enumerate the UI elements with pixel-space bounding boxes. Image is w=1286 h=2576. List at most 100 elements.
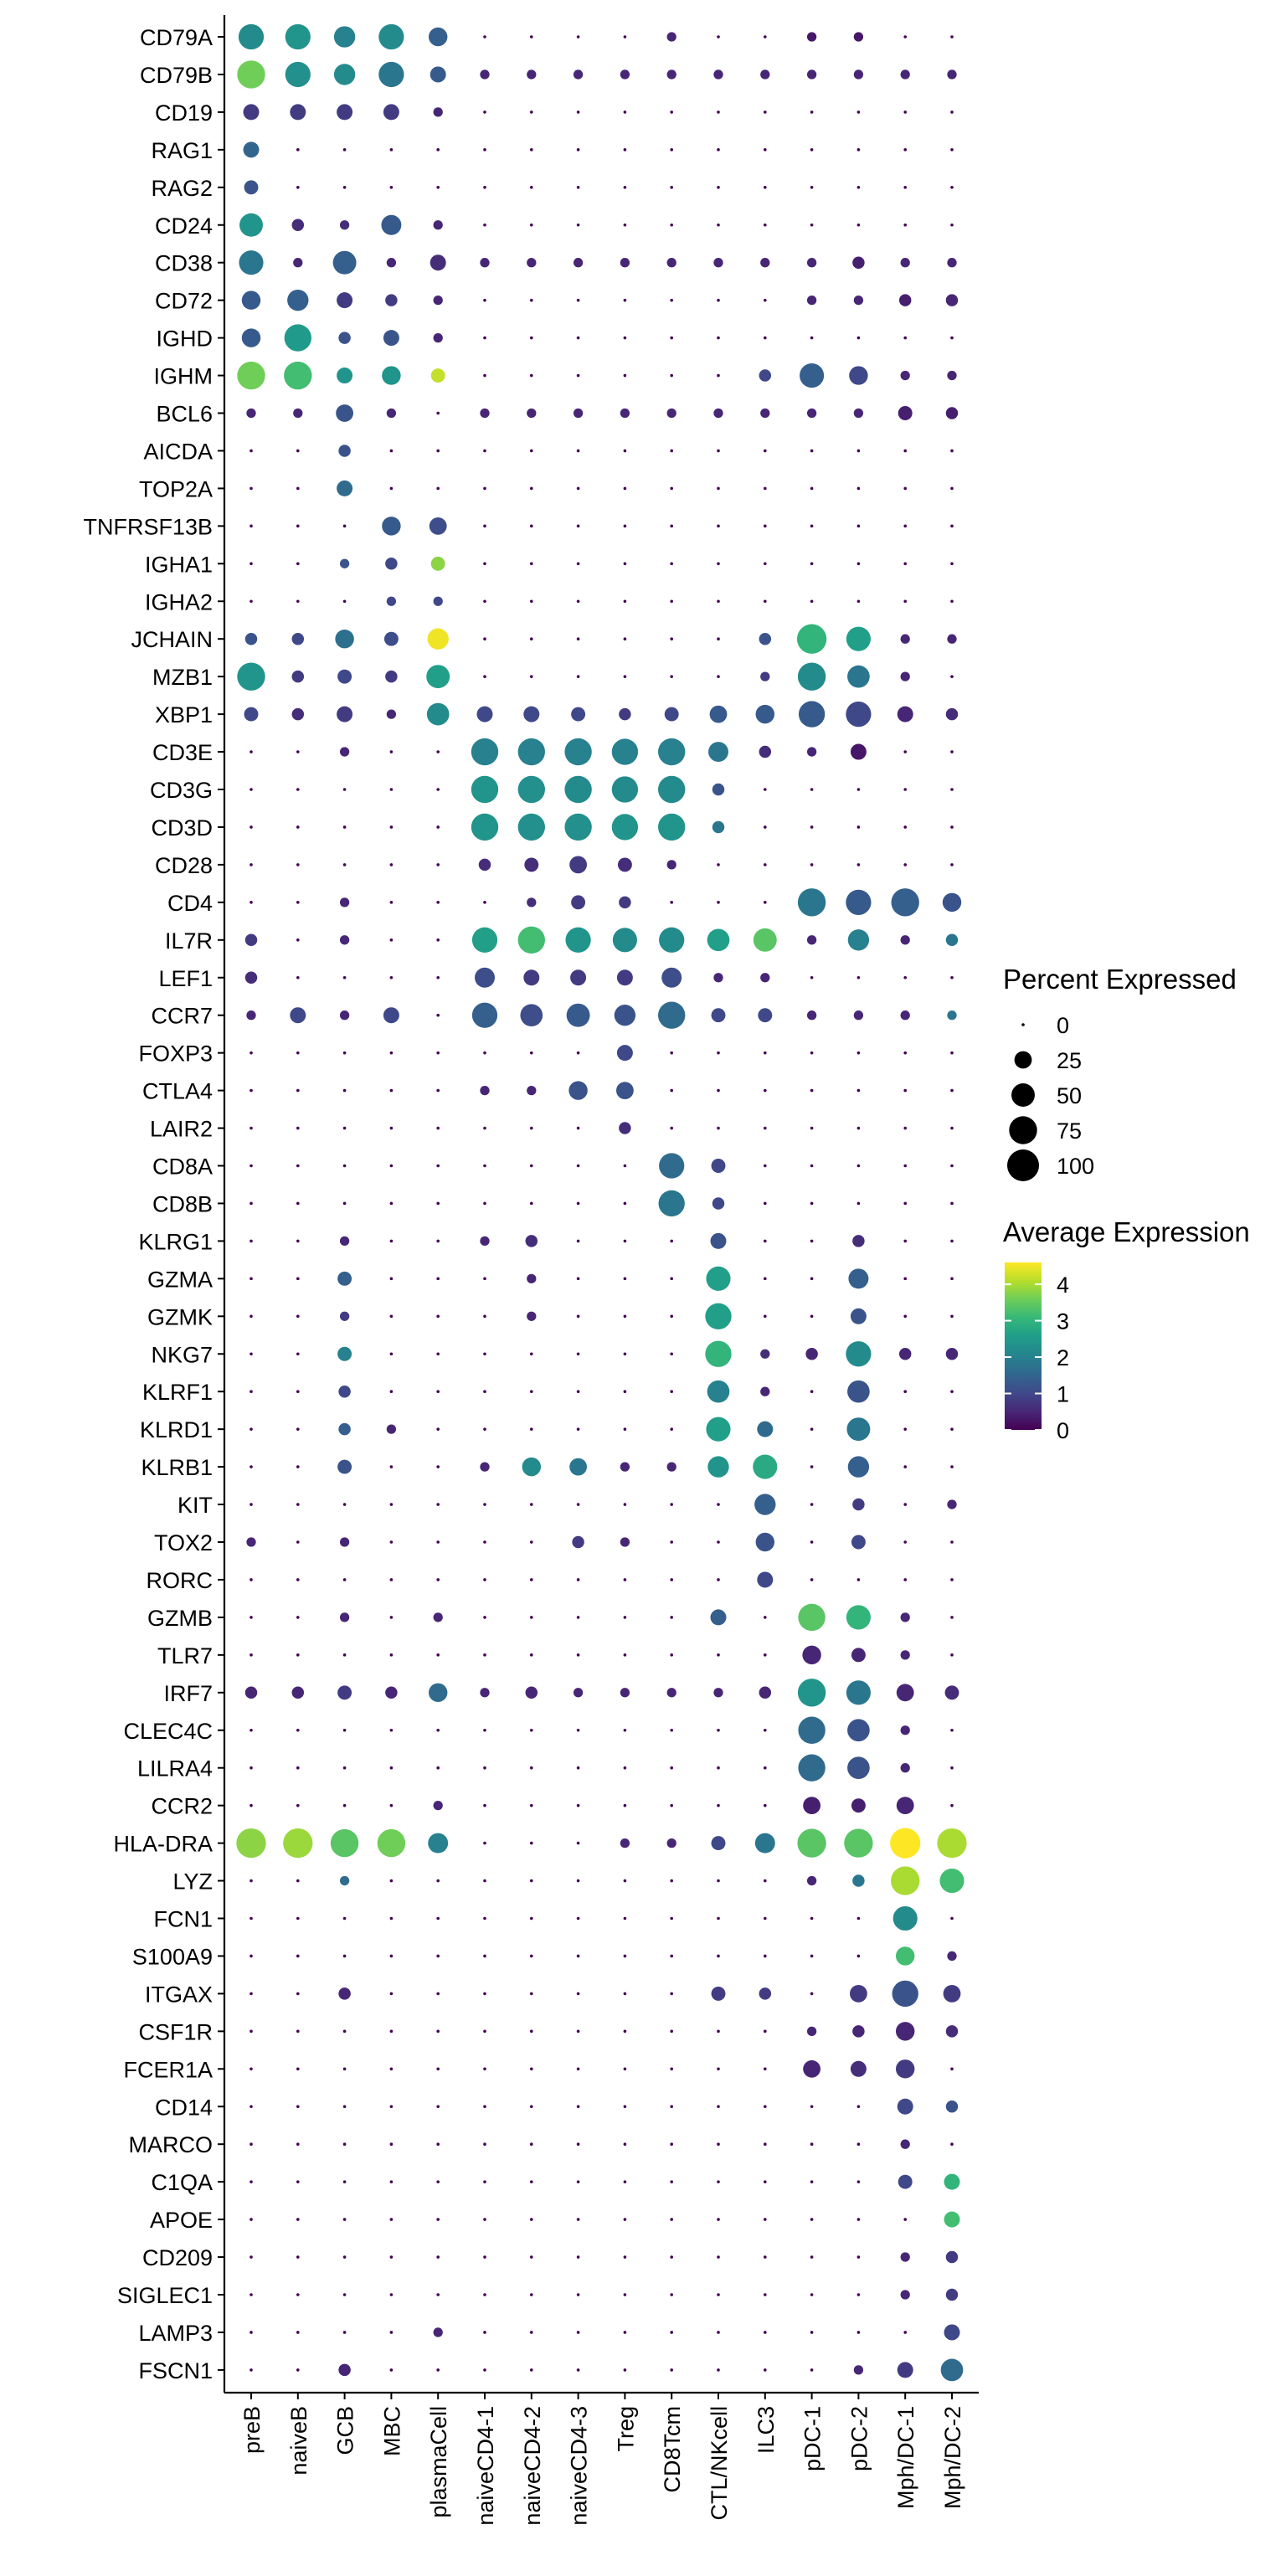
dot — [342, 788, 347, 791]
dot — [939, 1868, 964, 1894]
dot — [429, 517, 447, 535]
dot — [803, 1797, 820, 1815]
dot — [530, 1352, 533, 1356]
dot — [565, 927, 591, 953]
dot — [249, 1277, 253, 1281]
dot — [810, 148, 814, 152]
dot — [623, 1390, 627, 1393]
gene-label: CD79A — [140, 25, 213, 50]
gene-label: GZMK — [147, 1304, 213, 1329]
dot — [849, 366, 868, 385]
dot — [570, 969, 587, 986]
gene-label: CD79B — [140, 63, 213, 88]
size-legend-dot — [1011, 1083, 1035, 1107]
cell-type-label: MBC — [379, 2406, 404, 2456]
dot — [717, 2331, 720, 2334]
dot — [436, 1352, 440, 1356]
dot — [381, 214, 402, 235]
gene-label: FSCN1 — [138, 2358, 213, 2383]
dot — [244, 933, 258, 947]
dot — [249, 788, 253, 791]
dot — [530, 2368, 533, 2372]
dot — [576, 1616, 580, 1619]
dot — [436, 1540, 440, 1544]
dot — [623, 2142, 627, 2146]
dot — [717, 223, 720, 227]
dot — [471, 1002, 498, 1028]
dot — [717, 1088, 720, 1093]
dot — [389, 788, 394, 791]
gene-label: IGHA1 — [145, 552, 213, 577]
dot — [666, 1838, 676, 1848]
dot — [389, 825, 394, 829]
dot — [623, 1879, 627, 1883]
dot — [389, 1051, 394, 1055]
dot — [717, 298, 720, 302]
dot — [483, 1540, 486, 1544]
dot — [846, 889, 872, 915]
dot — [764, 2331, 767, 2334]
dot — [342, 2331, 347, 2334]
dot — [296, 863, 300, 866]
dot — [707, 1456, 729, 1478]
dot — [759, 369, 772, 382]
dot — [238, 23, 265, 50]
dot — [900, 1763, 910, 1773]
cell-type-label: pDC-1 — [800, 2406, 826, 2471]
dot — [670, 1879, 673, 1883]
dot — [623, 1803, 627, 1807]
dot — [764, 1728, 767, 1732]
dot — [623, 148, 627, 152]
dot — [856, 111, 861, 114]
dot — [623, 486, 627, 491]
dot — [623, 2180, 627, 2183]
gene-label: KLRF1 — [142, 1380, 213, 1405]
color-legend-bar — [1005, 1262, 1042, 1430]
gene-label: CD24 — [155, 213, 213, 239]
dot — [483, 562, 486, 566]
dot — [530, 2218, 533, 2221]
dot — [711, 1008, 726, 1023]
dot — [342, 2142, 347, 2146]
dot — [670, 2331, 673, 2334]
dot — [436, 2029, 440, 2034]
dot — [810, 1051, 814, 1055]
gene-label: BCL6 — [156, 402, 213, 427]
dot — [810, 2255, 814, 2259]
dot — [903, 449, 907, 453]
dot — [296, 1239, 300, 1243]
dot — [530, 637, 533, 640]
dot — [480, 1236, 490, 1247]
dot — [614, 1005, 636, 1026]
dot — [712, 1197, 725, 1210]
dot — [249, 1352, 253, 1356]
dot — [717, 1126, 720, 1130]
dot — [296, 1954, 300, 1958]
dot — [810, 1540, 814, 1544]
dot — [339, 1537, 350, 1547]
dot — [249, 2105, 253, 2109]
dot — [897, 706, 913, 722]
dot — [576, 449, 580, 453]
dot — [530, 35, 533, 39]
dot — [764, 148, 767, 152]
dot — [285, 23, 311, 50]
dot — [623, 599, 627, 604]
dot — [471, 927, 498, 953]
dot — [670, 2142, 673, 2146]
dot — [670, 223, 673, 227]
dot — [530, 336, 533, 340]
axes — [218, 15, 979, 2399]
dot — [764, 1088, 767, 1093]
size-legend-dot — [1021, 1023, 1025, 1026]
dot — [527, 1085, 537, 1096]
dot — [852, 256, 865, 269]
dot — [576, 486, 580, 491]
dot — [436, 1465, 440, 1468]
dot — [666, 1462, 676, 1472]
dot — [478, 858, 491, 872]
dot — [950, 111, 954, 114]
dot — [802, 1645, 821, 1665]
dot — [338, 1422, 351, 1436]
dot — [764, 2029, 767, 2034]
